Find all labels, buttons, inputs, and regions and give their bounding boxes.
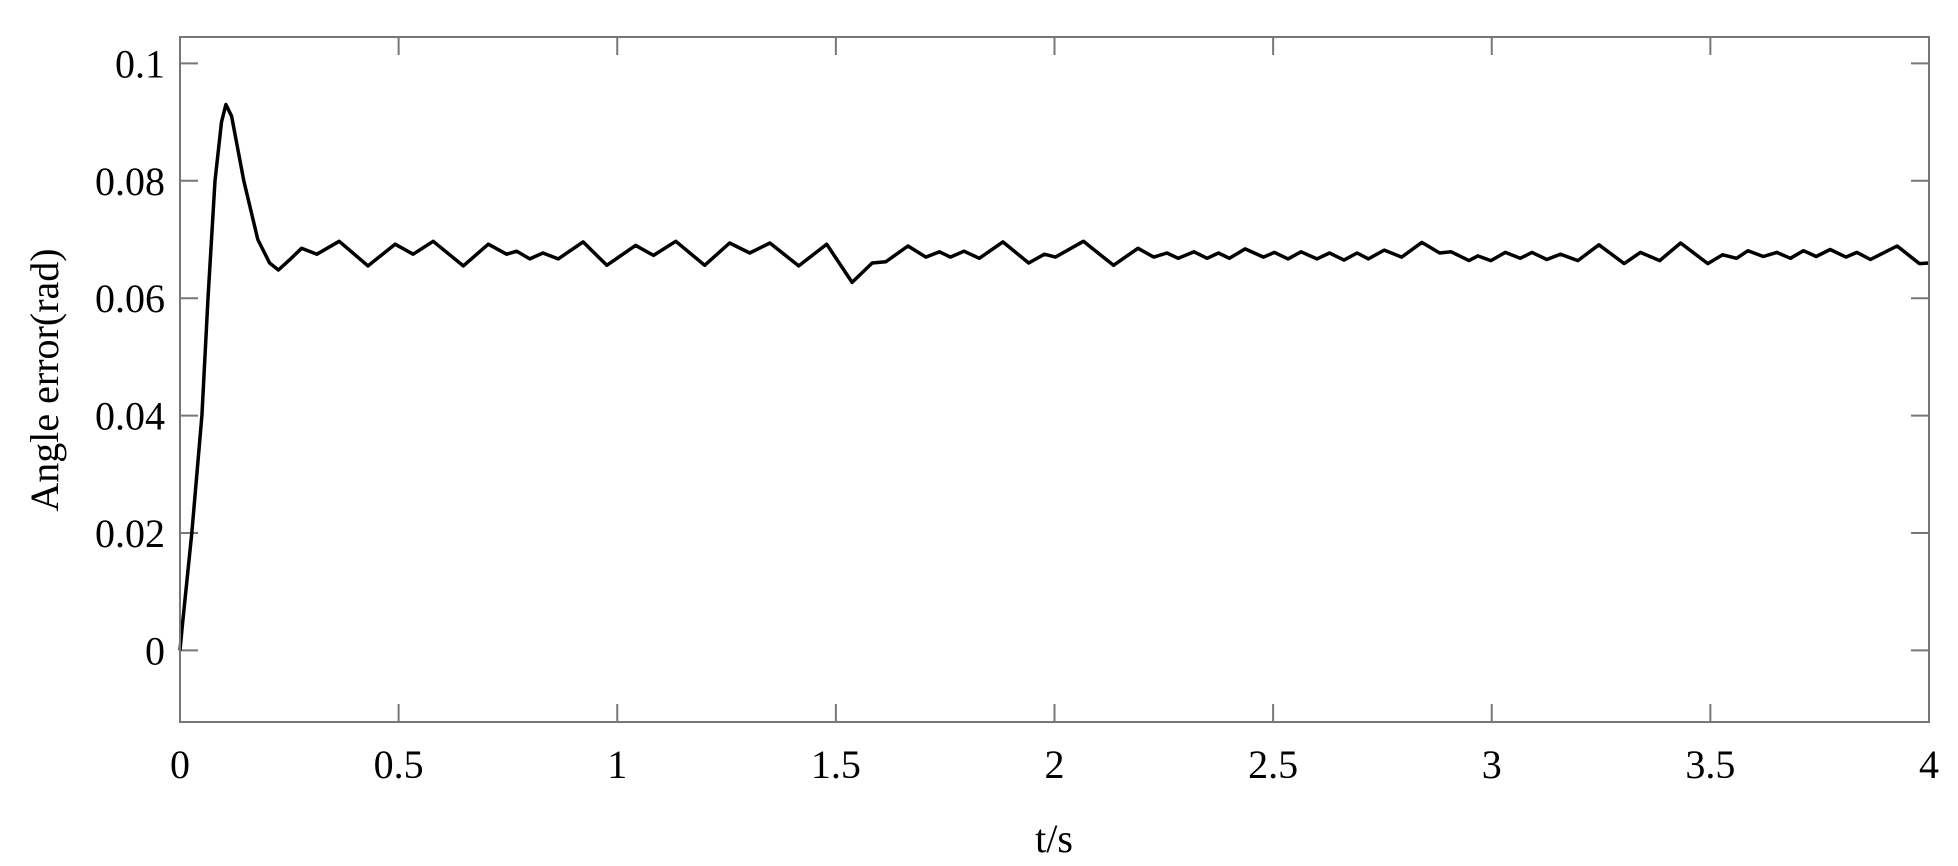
- y-tick-labels: 0 0.02 0.04 0.06 0.08 0.1: [95, 41, 165, 673]
- x-tick-label: 3: [1482, 742, 1502, 787]
- x-tick-label: 4: [1919, 742, 1939, 787]
- y-tick-label: 0: [145, 628, 165, 673]
- x-tick-label: 1.5: [811, 742, 861, 787]
- y-tick-label: 0.02: [95, 511, 165, 556]
- y-tick-label: 0.04: [95, 394, 165, 439]
- axis-ticks: [179, 37, 1930, 722]
- x-tick-label: 3.5: [1685, 742, 1735, 787]
- x-tick-label: 0.5: [374, 742, 424, 787]
- x-axis-label: t/s: [1035, 816, 1073, 861]
- y-tick-label: 0.06: [95, 276, 165, 321]
- x-tick-label: 2.5: [1248, 742, 1298, 787]
- x-tick-label: 1: [607, 742, 627, 787]
- x-tick-label: 0: [170, 742, 190, 787]
- plot-frame: [179, 36, 1930, 723]
- y-axis-label: Angle error(rad): [22, 248, 67, 511]
- y-tick-label: 0.08: [95, 159, 165, 204]
- x-tick-labels: 0 0.5 1 1.5 2 2.5 3 3.5 4: [170, 742, 1939, 787]
- y-tick-label: 0.1: [115, 41, 165, 86]
- series-line: [178, 102, 1930, 651]
- x-tick-label: 2: [1045, 742, 1065, 787]
